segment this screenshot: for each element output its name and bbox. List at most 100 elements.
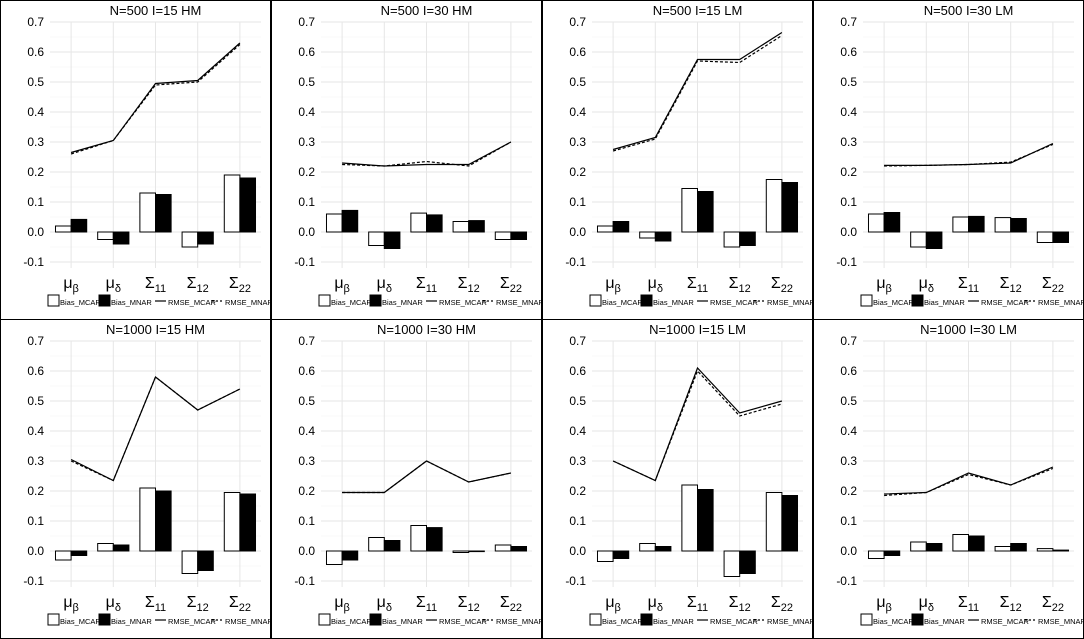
- bar-bias-mnar: [468, 220, 485, 233]
- bar-bias-mcar: [368, 231, 385, 246]
- x-tick-label: Σ12: [1000, 594, 1022, 614]
- legend-label: RMSE_MNAR: [767, 298, 813, 307]
- x-tick-subscript: δ: [386, 602, 392, 614]
- bar-bias-mnar: [781, 495, 799, 552]
- x-tick-label: Σ12: [187, 275, 209, 295]
- bar-bias-mcar: [223, 492, 241, 552]
- x-tick-base: Σ: [771, 594, 781, 611]
- bar-bias-mcar: [139, 192, 157, 233]
- legend-label: Bias_MNAR: [382, 298, 423, 307]
- bar-bias-mnar: [426, 527, 443, 552]
- x-tick-base: Σ: [1000, 594, 1010, 611]
- y-tick-label: 0.6: [569, 45, 586, 59]
- x-tick-label: μβ: [63, 275, 79, 295]
- legend-label: Bias_MNAR: [111, 298, 152, 307]
- y-tick-label: 0.2: [27, 484, 44, 498]
- y-tick-label: -0.1: [294, 255, 315, 269]
- x-tick-base: μ: [63, 594, 72, 611]
- y-tick-label: -0.1: [294, 574, 315, 588]
- x-tick-subscript: 12: [468, 283, 480, 295]
- y-tick-label: 0.7: [569, 334, 586, 348]
- x-tick-label: Σ22: [500, 275, 522, 295]
- y-tick-label: -0.1: [836, 574, 857, 588]
- y-tick-label: 0.7: [298, 334, 315, 348]
- x-tick-base: Σ: [729, 594, 739, 611]
- y-tick-label: 0.2: [298, 165, 315, 179]
- legend-swatch-mcar: [589, 294, 602, 307]
- x-tick-label: μδ: [377, 594, 392, 614]
- bar-bias-mcar: [681, 484, 699, 552]
- bar-bias-mnar: [1010, 218, 1027, 233]
- x-tick-label: μβ: [876, 594, 892, 614]
- bar-bias-mcar: [181, 231, 199, 248]
- x-tick-base: Σ: [458, 594, 468, 611]
- x-tick-base: Σ: [1000, 275, 1010, 292]
- x-tick-subscript: 11: [426, 283, 437, 295]
- y-tick-label: 0.4: [569, 424, 586, 438]
- bar-bias-mnar: [383, 231, 401, 249]
- line-rmse-mcar: [70, 42, 241, 154]
- x-tick-base: Σ: [145, 594, 155, 611]
- x-tick-subscript: 22: [239, 602, 251, 614]
- y-tick-label: 0.6: [27, 45, 44, 59]
- y-tick-label: 0.7: [840, 334, 857, 348]
- y-tick-label: 0.7: [27, 15, 44, 29]
- x-tick-base: Σ: [687, 275, 697, 292]
- x-tick-subscript: 22: [510, 283, 522, 295]
- y-tick-label: 0.1: [840, 195, 857, 209]
- x-tick-subscript: 12: [197, 602, 209, 614]
- legend-label: RMSE_MNAR: [1038, 298, 1084, 307]
- x-tick-subscript: δ: [115, 602, 121, 614]
- x-tick-subscript: β: [886, 602, 892, 614]
- legend-label: Bias_MCAR: [60, 298, 101, 307]
- y-tick-label: 0.0: [840, 544, 857, 558]
- legend-swatch-mcar: [47, 294, 60, 307]
- y-tick-label: 0.4: [298, 105, 315, 119]
- bar-bias-mcar: [867, 213, 885, 233]
- x-tick-label: Σ11: [687, 594, 708, 614]
- y-tick-label: 0.3: [298, 135, 315, 149]
- legend-swatch-mnar: [911, 294, 924, 307]
- y-tick-label: 0.0: [569, 544, 586, 558]
- legend-swatch-mcar: [318, 294, 331, 307]
- bar-bias-mcar: [452, 221, 470, 233]
- legend-label: Bias_MCAR: [873, 617, 914, 626]
- legend-label: RMSE_MCAR: [981, 298, 1030, 307]
- x-tick-label: Σ22: [1042, 594, 1064, 614]
- x-tick-base: μ: [63, 275, 72, 292]
- y-tick-label: 0.3: [27, 454, 44, 468]
- x-tick-base: μ: [876, 594, 885, 611]
- legend-label: RMSE_MCAR: [710, 298, 759, 307]
- chart-title: N=500 I=15 HM: [110, 3, 202, 18]
- y-tick-label: 0.3: [569, 135, 586, 149]
- x-tick-label: Σ11: [416, 594, 437, 614]
- x-tick-subscript: δ: [657, 283, 663, 295]
- bar-bias-mnar: [197, 231, 214, 245]
- legend-label: RMSE_MCAR: [981, 617, 1030, 626]
- chart-panel: N=1000 I=15 LM 0.7 0.6 0.5 0.4 0.3 0.2 0.1 0.0 -0…: [542, 319, 813, 639]
- bar-bias-mcar: [994, 217, 1012, 233]
- legend-label: Bias_MNAR: [382, 617, 423, 626]
- legend-swatch-mnar: [640, 294, 653, 307]
- x-tick-base: Σ: [500, 594, 510, 611]
- y-tick-label: 0.2: [298, 484, 315, 498]
- legend-label: RMSE_MNAR: [225, 617, 271, 626]
- legend-swatch-mnar: [369, 294, 382, 307]
- line-rmse-mnar: [342, 460, 512, 494]
- x-tick-label: μδ: [377, 275, 392, 295]
- x-tick-label: Σ12: [729, 594, 751, 614]
- bar-bias-mnar: [197, 550, 214, 571]
- bar-bias-mcar: [139, 487, 157, 552]
- y-tick-label: 0.5: [840, 394, 857, 408]
- x-tick-base: μ: [106, 275, 115, 292]
- bar-bias-mnar: [510, 231, 528, 240]
- x-tick-subscript: 12: [739, 283, 751, 295]
- bar-bias-mcar: [765, 179, 783, 233]
- chart-panel: N=1000 I=30 LM 0.7 0.6 0.5 0.4 0.3 0.2 0.1 0.0 -0…: [813, 319, 1084, 639]
- chart-title: N=1000 I=30 LM: [920, 322, 1017, 337]
- bar-bias-mnar: [612, 550, 630, 559]
- x-tick-subscript: 12: [197, 283, 209, 295]
- bar-bias-mnar: [1052, 549, 1070, 552]
- x-tick-label: Σ22: [229, 594, 251, 614]
- x-tick-subscript: 11: [697, 602, 708, 614]
